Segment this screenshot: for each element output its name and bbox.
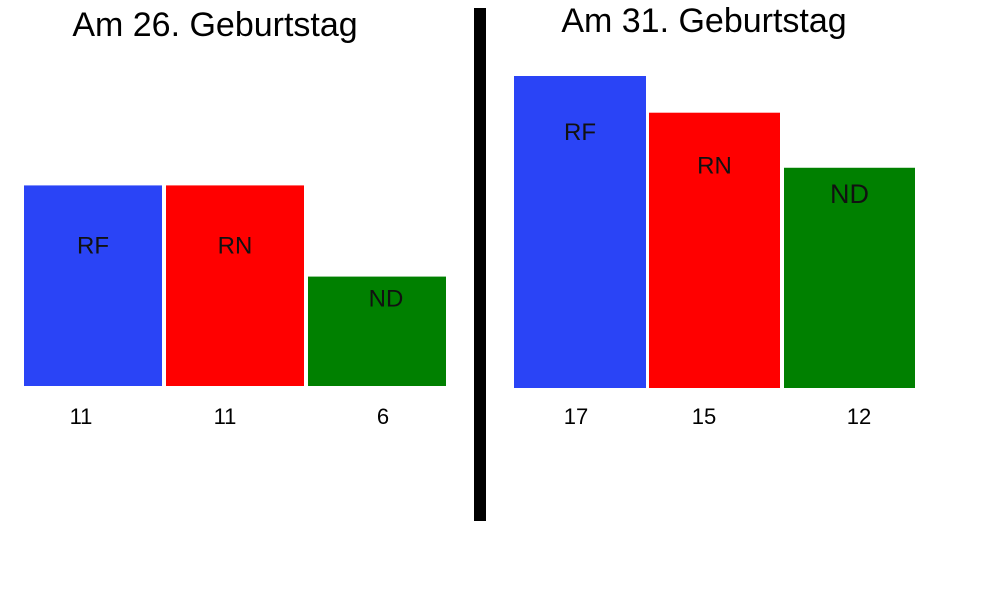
chart-panel-31: Am 31. Geburtstag RF 17 RN 15 ND 12 bbox=[514, 2, 915, 429]
bar-value-label: 17 bbox=[564, 404, 588, 429]
bar-category-label: RF bbox=[564, 119, 596, 146]
bar-category-label: RN bbox=[697, 153, 732, 180]
bar-rn bbox=[649, 112, 780, 389]
bar-rf bbox=[24, 185, 162, 386]
bar-category-label: ND bbox=[830, 179, 869, 209]
bar-category-label: RF bbox=[77, 232, 109, 259]
chart-title: Am 26. Geburtstag bbox=[72, 6, 357, 44]
bar-nd bbox=[308, 276, 446, 386]
bar-value-label: 11 bbox=[70, 404, 93, 429]
bar-value-label: 12 bbox=[847, 404, 871, 429]
bar-nd bbox=[784, 167, 915, 388]
panel-divider bbox=[474, 8, 486, 521]
chart-panel-26: Am 26. Geburtstag RF 11 RN 11 ND 6 bbox=[24, 6, 446, 429]
bar-rf bbox=[514, 76, 646, 388]
bar-category-label: ND bbox=[369, 286, 404, 313]
bar-category-label: RN bbox=[218, 232, 253, 259]
bar-rn bbox=[166, 185, 304, 386]
bar-value-label: 11 bbox=[214, 404, 237, 429]
bar-value-label: 15 bbox=[692, 404, 716, 429]
chart-title: Am 31. Geburtstag bbox=[561, 2, 846, 40]
bar-value-label: 6 bbox=[377, 404, 389, 429]
